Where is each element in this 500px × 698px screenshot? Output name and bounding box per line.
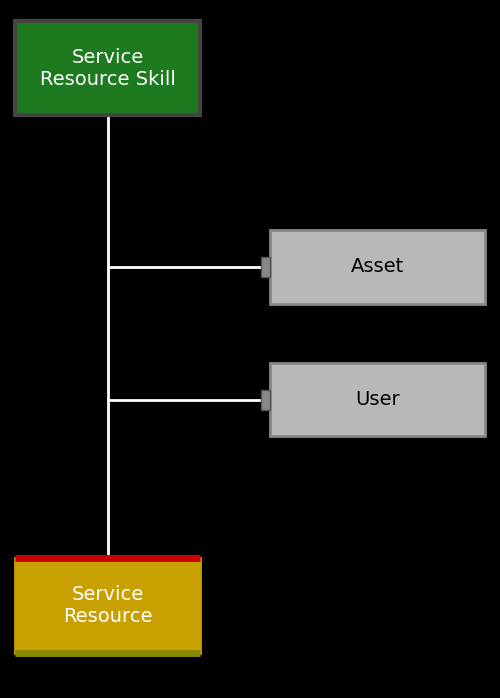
FancyBboxPatch shape <box>15 21 200 115</box>
FancyBboxPatch shape <box>270 363 485 436</box>
Bar <box>261 257 270 277</box>
Text: Asset: Asset <box>351 258 404 276</box>
Text: User: User <box>355 390 400 409</box>
Bar <box>261 389 270 410</box>
Text: Service
Resource Skill: Service Resource Skill <box>40 47 175 89</box>
FancyBboxPatch shape <box>270 230 485 304</box>
FancyBboxPatch shape <box>15 558 200 653</box>
Text: Service
Resource: Service Resource <box>63 585 152 626</box>
